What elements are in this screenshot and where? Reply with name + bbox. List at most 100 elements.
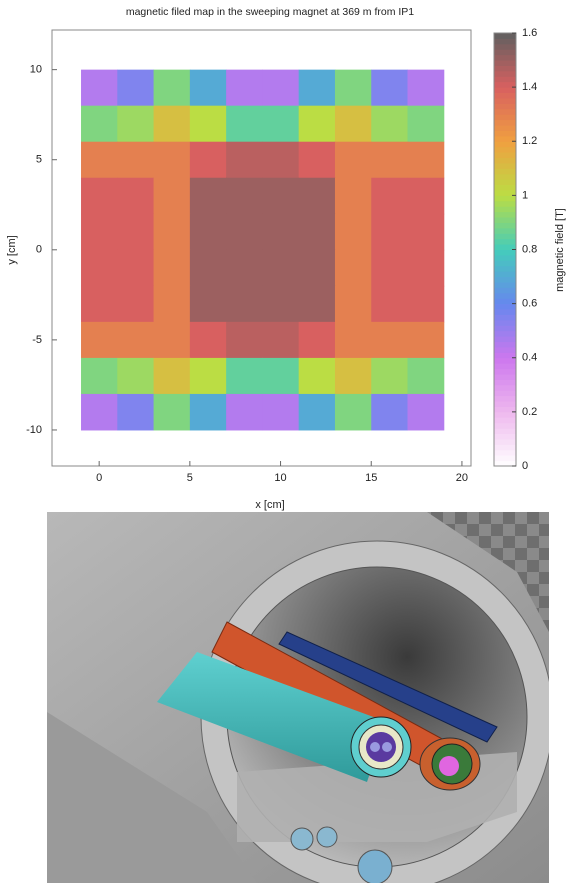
x-tick-label: 15	[365, 472, 377, 484]
heat-cell	[298, 141, 336, 179]
heat-cell	[117, 357, 155, 395]
heat-cell	[407, 177, 445, 215]
heat-cell	[189, 249, 227, 287]
colorbar-swatch	[494, 125, 516, 131]
heat-cell	[262, 177, 300, 215]
colorbar-swatch	[494, 406, 516, 413]
heat-cell	[189, 213, 227, 251]
colorbar-swatch	[494, 422, 516, 429]
heat-cell	[371, 393, 409, 431]
colorbar-swatch	[494, 433, 516, 440]
heat-cell	[81, 141, 118, 179]
colorbar-swatch	[494, 330, 516, 337]
heat-cell	[153, 357, 191, 395]
heat-cell	[226, 177, 263, 215]
colorbar-swatch	[494, 319, 516, 326]
heat-cell	[407, 393, 445, 431]
colorbar-swatch	[494, 428, 516, 435]
heat-cell	[371, 213, 409, 251]
heat-cell	[407, 357, 445, 395]
heat-cell	[117, 321, 155, 359]
colorbar-swatch	[494, 325, 516, 332]
heat-cell	[371, 249, 409, 287]
heat-cell	[153, 249, 191, 287]
y-tick-label: -10	[26, 424, 42, 436]
colorbar-swatch	[494, 152, 516, 158]
colorbar-swatch	[494, 179, 516, 186]
colorbar-swatch	[494, 249, 516, 256]
colorbar-swatch	[494, 438, 516, 445]
colorbar-swatch	[494, 222, 516, 229]
colorbar-swatch	[494, 373, 516, 380]
heat-cell	[298, 321, 336, 359]
colorbar-tick-label: 0.4	[522, 352, 537, 364]
colorbar-swatch	[494, 43, 516, 50]
heat-cell	[226, 321, 263, 359]
colorbar-swatch	[494, 97, 516, 104]
colorbar-swatch	[494, 341, 516, 348]
heat-cell	[153, 69, 191, 107]
heat-cell	[298, 213, 336, 251]
heat-cell	[262, 105, 300, 143]
heat-cell	[226, 105, 263, 143]
colorbar-tick-label: 0	[522, 460, 528, 472]
colorbar-swatch	[494, 130, 516, 137]
colorbar-swatch	[494, 303, 516, 310]
colorbar-swatch	[494, 449, 516, 456]
heat-cell	[117, 213, 155, 251]
heat-cell	[407, 285, 445, 323]
chart-title: magnetic filed map in the sweeping magne…	[126, 6, 414, 18]
y-tick-label: 0	[36, 244, 42, 256]
colorbar-swatch	[494, 292, 516, 299]
colorbar-swatch	[494, 157, 516, 164]
colorbar-swatch	[494, 168, 516, 175]
heat-cell	[298, 285, 336, 323]
heat-cell	[262, 69, 300, 107]
colorbar-swatch	[494, 276, 516, 283]
colorbar-swatch	[494, 206, 516, 213]
heat-cell	[334, 321, 372, 359]
heat-cell	[334, 213, 372, 251]
heat-cell	[226, 69, 263, 107]
heat-cell	[81, 285, 118, 323]
heat-cell	[371, 177, 409, 215]
heat-cell	[262, 321, 300, 359]
colorbar-swatch	[494, 379, 516, 386]
colorbar-swatch	[494, 173, 516, 180]
heat-cell	[117, 69, 155, 107]
y-tick-label: 10	[30, 64, 42, 76]
heat-cell	[298, 393, 336, 431]
heat-cell	[334, 177, 372, 215]
colorbar-swatch	[494, 65, 516, 72]
y-tick-label: 5	[36, 154, 42, 166]
heat-cell	[262, 141, 300, 179]
colorbar-swatch	[494, 460, 516, 467]
colorbar-swatch	[494, 417, 516, 424]
heat-cell	[262, 249, 300, 287]
colorbar-swatch	[494, 141, 516, 148]
colorbar-swatch	[494, 70, 516, 77]
colorbar-swatch	[494, 395, 516, 402]
colorbar-label: magnetic field [T]	[554, 208, 566, 292]
colorbar-swatch	[494, 81, 516, 88]
heat-cell	[226, 249, 263, 287]
heat-cell	[153, 213, 191, 251]
colorbar-swatch	[494, 108, 516, 115]
heat-cell	[371, 69, 409, 107]
heat-cell	[407, 105, 445, 143]
heat-cell	[298, 69, 336, 107]
heat-cell	[189, 69, 227, 107]
colorbar-tick-label: 0.6	[522, 298, 537, 310]
colorbar-swatch	[494, 135, 516, 142]
colorbar-swatch	[494, 146, 516, 153]
heat-cell	[334, 69, 372, 107]
colorbar-swatch	[494, 384, 516, 391]
colorbar-swatch	[494, 227, 516, 234]
colorbar-swatch	[494, 233, 516, 240]
x-tick-label: 5	[187, 472, 193, 484]
x-tick-label: 20	[456, 472, 468, 484]
heat-cell	[226, 357, 263, 395]
heat-cell	[81, 69, 118, 107]
heat-cell	[153, 141, 191, 179]
